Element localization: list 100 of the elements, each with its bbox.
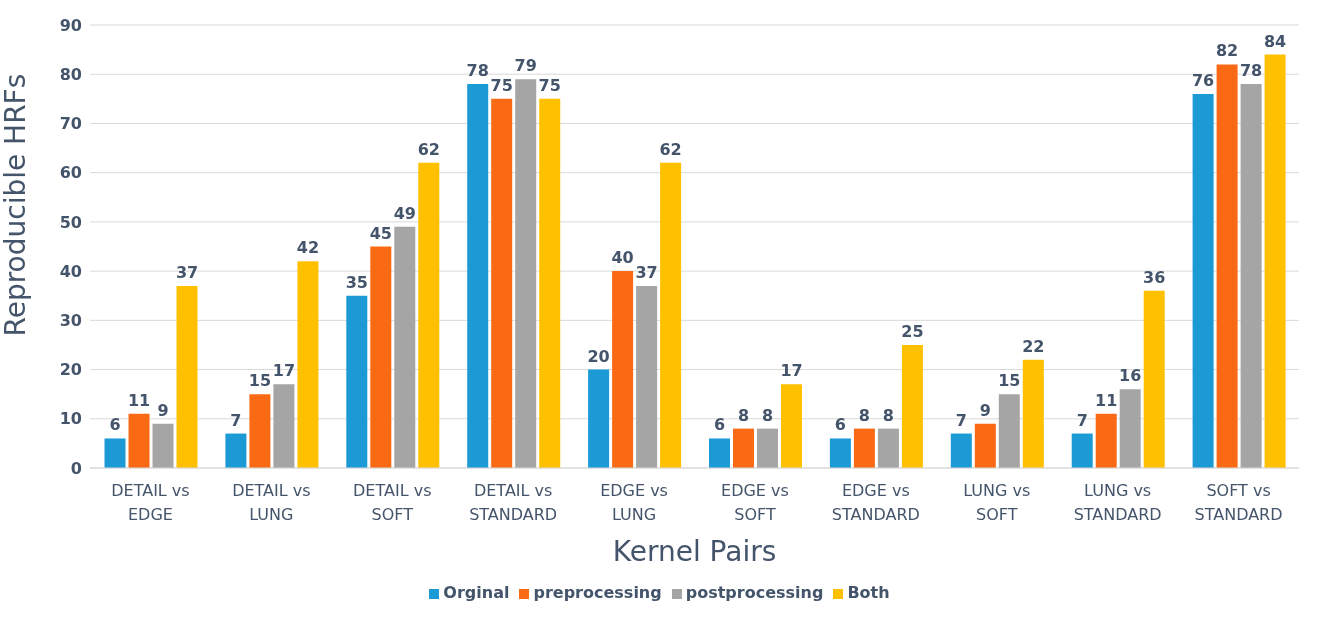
x-tick-label: EDGE vs SOFT [721, 481, 789, 524]
x-tick-label: DETAIL vs STANDARD [469, 481, 558, 524]
bar [950, 433, 972, 468]
bar [346, 295, 368, 468]
data-label: 42 [296, 238, 320, 258]
data-label: 76 [1191, 70, 1215, 90]
data-label: 79 [514, 56, 537, 76]
data-label: 35 [345, 272, 368, 292]
legend-label: Both [847, 583, 890, 602]
data-label: 37 [175, 262, 199, 282]
data-label: 36 [1143, 267, 1166, 287]
data-label: 8 [761, 405, 774, 425]
data-label: 6 [109, 415, 121, 435]
data-label: 78 [1239, 61, 1263, 81]
data-label: 6 [713, 415, 726, 435]
data-label: 8 [737, 405, 750, 425]
data-label: 20 [587, 346, 610, 366]
data-label: 8 [858, 405, 870, 425]
y-tick-label: 50 [59, 212, 82, 232]
bar [781, 384, 803, 468]
bar [370, 246, 392, 468]
data-label: 7 [955, 410, 967, 430]
bar [249, 394, 271, 468]
data-label: 62 [417, 139, 440, 159]
bar [636, 285, 658, 468]
data-label: 17 [780, 361, 803, 381]
bar [128, 413, 150, 468]
x-tick-label: LUNG vs SOFT [963, 481, 1031, 524]
y-tick-label: 60 [59, 163, 82, 183]
data-label: 15 [248, 371, 272, 391]
bar [1264, 54, 1286, 468]
y-tick-label: 20 [59, 360, 82, 380]
bar [176, 285, 198, 468]
data-label: 9 [979, 400, 991, 420]
bar [974, 423, 996, 468]
x-tick-label: DETAIL vs LUNG [232, 481, 311, 524]
bar [1192, 93, 1214, 468]
bar [1143, 290, 1165, 468]
y-tick-label: 40 [59, 261, 82, 281]
data-label: 22 [1022, 336, 1045, 356]
y-tick-label: 90 [59, 15, 82, 35]
x-tick-label: EDGE vs LUNG [600, 481, 668, 524]
bar [394, 226, 416, 468]
data-label: 49 [393, 203, 416, 223]
y-tick-label: 10 [59, 409, 82, 429]
y-axis-title: Reproducible HRFs [0, 73, 32, 337]
bar [1216, 64, 1238, 468]
x-tick-label: DETAIL vs EDGE [111, 481, 190, 524]
bar [1022, 359, 1044, 468]
bar [467, 84, 489, 468]
bar [1071, 433, 1093, 468]
data-label: 62 [659, 139, 682, 159]
y-tick-label: 70 [59, 114, 82, 134]
bar [418, 162, 440, 468]
bar [757, 428, 779, 468]
x-tick-label: LUNG vs STANDARD [1073, 481, 1162, 524]
data-label: 11 [127, 390, 151, 410]
data-label: 9 [157, 400, 169, 420]
y-tick-label: 80 [59, 64, 82, 84]
data-label: 17 [272, 361, 296, 381]
data-label: 82 [1215, 41, 1239, 61]
bar [901, 344, 923, 468]
data-label: 8 [882, 405, 894, 425]
y-tick-label: 30 [59, 311, 82, 331]
data-label: 37 [635, 262, 658, 282]
bar [297, 261, 319, 468]
data-label: 84 [1263, 31, 1287, 51]
data-label: 16 [1119, 366, 1142, 386]
bar [588, 369, 610, 468]
bar [152, 423, 174, 468]
bar [1095, 413, 1117, 468]
x-tick-label: DETAIL vs SOFT [353, 481, 432, 524]
bar [1240, 84, 1262, 468]
bar [273, 384, 295, 468]
bar [660, 162, 682, 468]
x-tick-label: EDGE vs STANDARD [831, 481, 920, 524]
bar [829, 438, 851, 468]
data-label: 7 [230, 410, 242, 430]
legend-label: postprocessing [685, 583, 824, 602]
bar [225, 433, 247, 468]
data-label: 6 [834, 415, 846, 435]
data-label: 40 [611, 248, 634, 268]
bar [709, 438, 731, 468]
bar [104, 438, 126, 468]
bar [539, 98, 561, 468]
data-label: 45 [369, 223, 392, 243]
x-axis-title: Kernel Pairs [612, 534, 777, 568]
bar [1119, 389, 1141, 468]
bar [853, 428, 875, 468]
data-label: 25 [901, 321, 924, 341]
data-label: 15 [998, 371, 1021, 391]
data-label: 75 [490, 75, 513, 95]
data-label: 7 [1076, 410, 1088, 430]
bar [733, 428, 755, 468]
bar [515, 79, 537, 468]
legend-label: preprocessing [533, 583, 662, 602]
bar [491, 98, 513, 468]
bar [612, 271, 634, 468]
y-tick-label: 0 [70, 458, 82, 478]
data-label: 11 [1095, 390, 1118, 410]
